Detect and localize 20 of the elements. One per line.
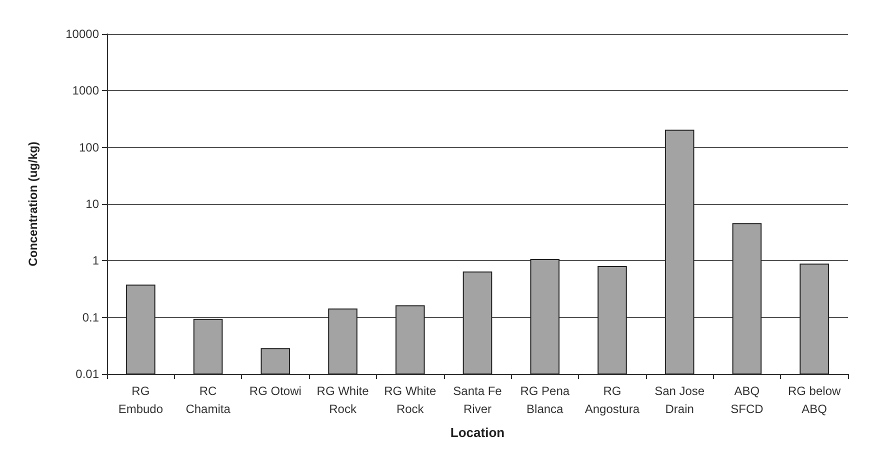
x-axis-title: Location: [450, 425, 505, 440]
x-tick-label: Santa Fe River: [453, 384, 502, 416]
x-tick-label: RG Pena Blanca: [520, 384, 570, 416]
x-tick-label: ABQ SFCD: [730, 384, 764, 416]
y-tick-label: 0.1: [82, 310, 100, 324]
y-tick-label: 1: [92, 254, 100, 268]
y-axis-title: Concentration (ug/kg): [26, 142, 40, 266]
x-tick-label: RG White Rock: [384, 384, 436, 416]
y-tick-label: 1000: [72, 84, 100, 98]
x-tick-label: RG Embudo: [118, 384, 164, 416]
x-tick-label: RG below ABQ: [788, 384, 841, 416]
x-tick-label: RG Angostura: [584, 384, 640, 416]
x-tick-label: RG White Rock: [316, 384, 370, 416]
y-tick-label: 100: [78, 140, 100, 154]
x-tick-label: RC Chamita: [186, 384, 231, 416]
x-tick-label: RG Otowi: [249, 384, 302, 398]
y-tick-label: 10000: [66, 27, 100, 41]
y-tick-label: 0.01: [76, 367, 100, 381]
x-tick-label: San Jose Drain: [654, 384, 705, 416]
y-tick-label: 10: [86, 197, 100, 211]
